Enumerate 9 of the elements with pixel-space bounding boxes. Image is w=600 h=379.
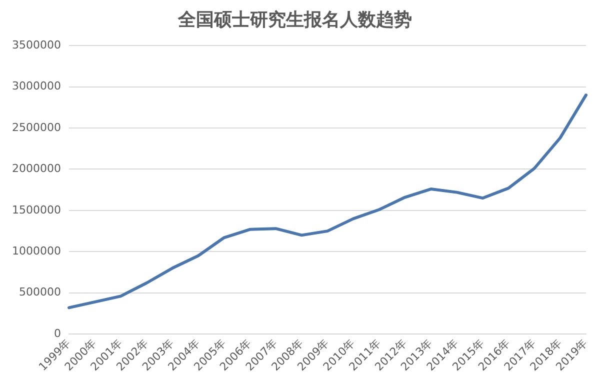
chart-title: 全国硕士研究生报名人数趋势 — [177, 9, 412, 30]
y-tick-label: 2000000 — [12, 162, 61, 176]
y-tick-label: 2500000 — [12, 120, 61, 134]
y-tick-label: 3500000 — [12, 38, 61, 52]
y-tick-label: 1500000 — [12, 203, 61, 216]
y-tick-label: 500000 — [18, 286, 61, 299]
y-tick-label: 3000000 — [12, 80, 61, 93]
y-tick-label: 0 — [54, 326, 61, 340]
y-tick-label: 1000000 — [12, 244, 61, 258]
